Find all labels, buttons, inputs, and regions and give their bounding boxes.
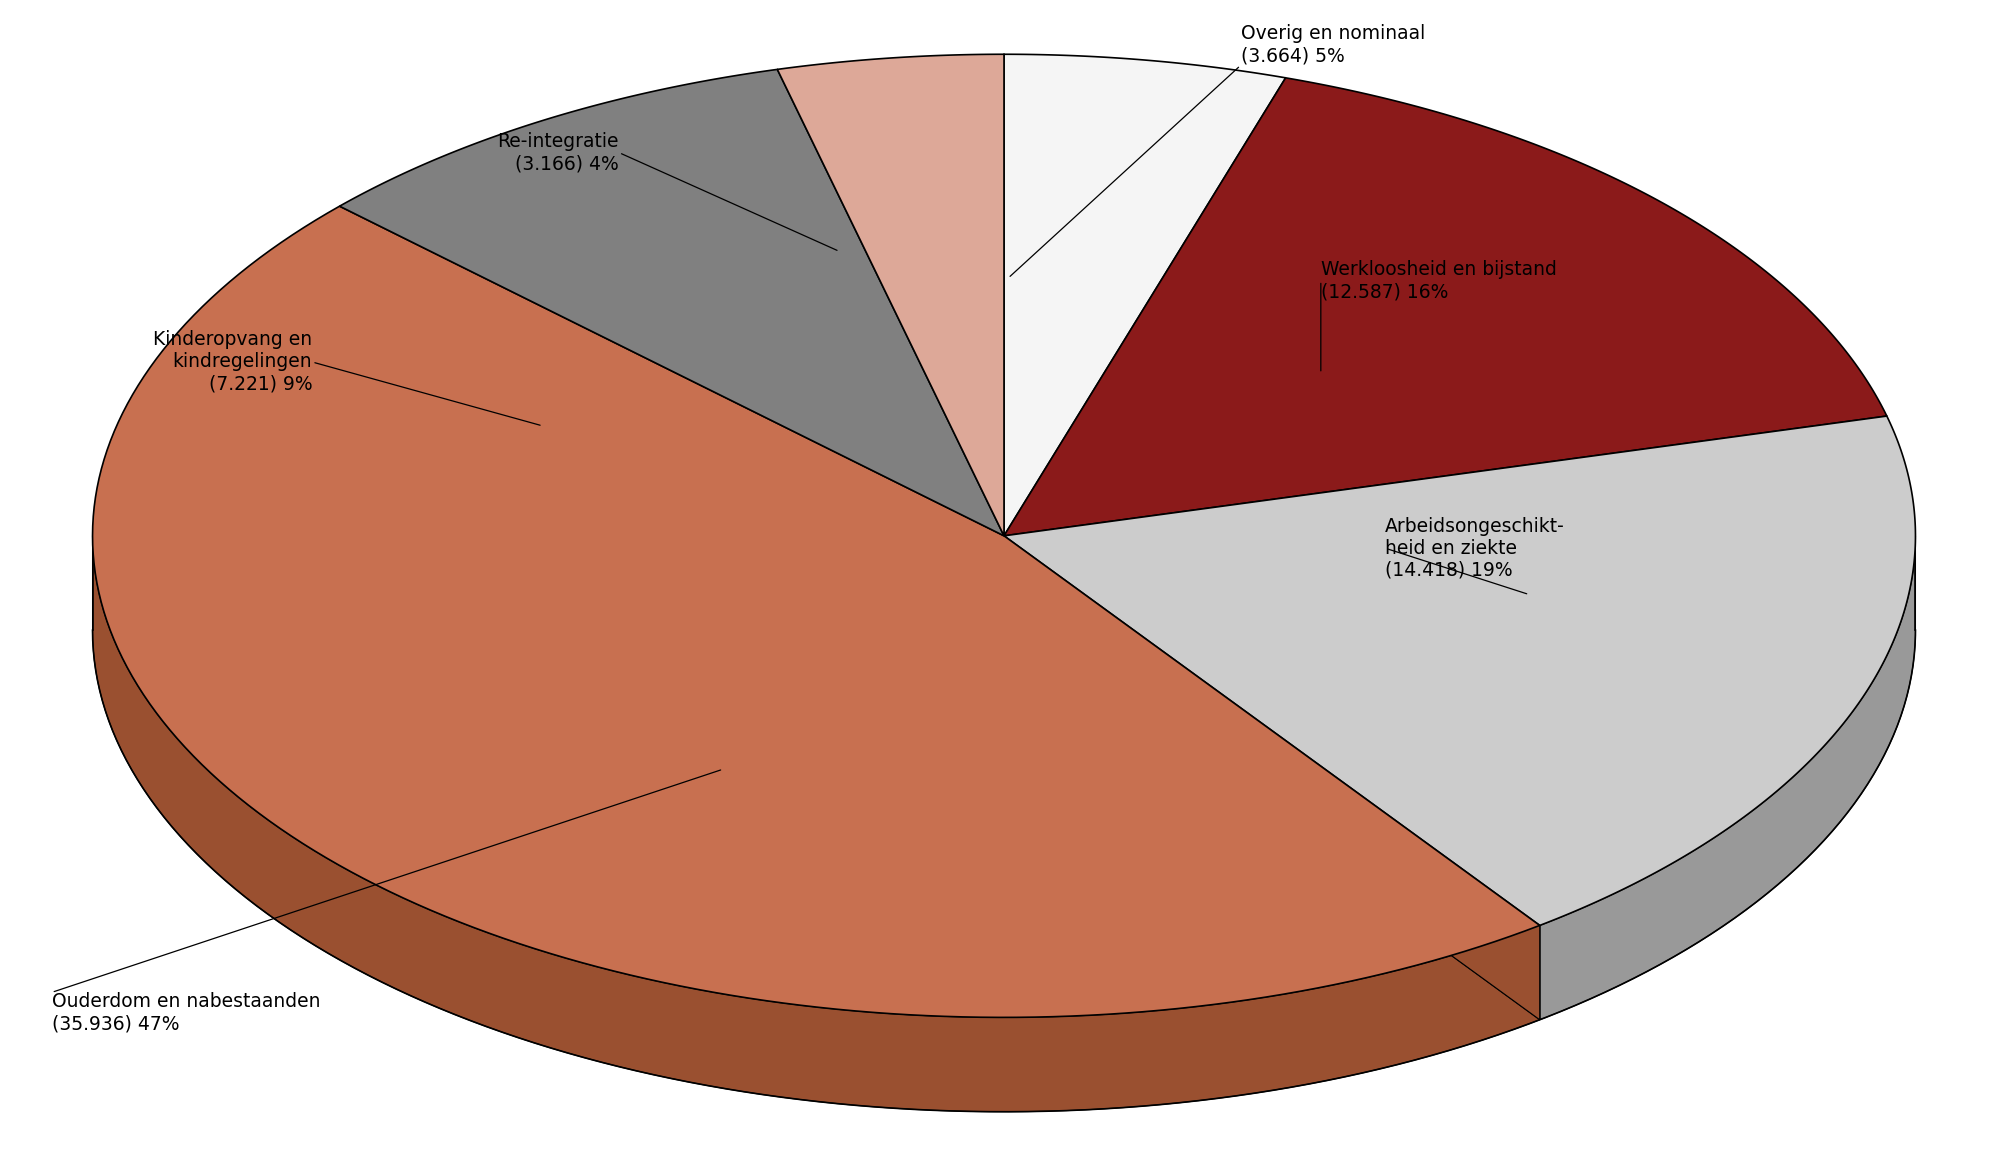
Polygon shape	[1004, 536, 1539, 1020]
Polygon shape	[92, 206, 1539, 1018]
Polygon shape	[1539, 536, 1915, 1020]
Polygon shape	[1004, 55, 1284, 536]
Polygon shape	[1004, 536, 1539, 1020]
Text: Werkloosheid en bijstand
(12.587) 16%: Werkloosheid en bijstand (12.587) 16%	[1321, 260, 1555, 301]
Polygon shape	[777, 55, 1004, 536]
Polygon shape	[1004, 416, 1915, 926]
Text: Overig en nominaal
(3.664) 5%: Overig en nominaal (3.664) 5%	[1240, 24, 1425, 65]
Text: Ouderdom en nabestaanden
(35.936) 47%: Ouderdom en nabestaanden (35.936) 47%	[52, 992, 319, 1033]
Text: Kinderopvang en
kindregelingen
(7.221) 9%: Kinderopvang en kindregelingen (7.221) 9…	[153, 330, 311, 393]
Polygon shape	[1004, 78, 1887, 536]
Text: Arbeidsongeschikt-
heid en ziekte
(14.418) 19%: Arbeidsongeschikt- heid en ziekte (14.41…	[1385, 517, 1563, 580]
Text: Re-integratie
(3.166) 4%: Re-integratie (3.166) 4%	[498, 132, 618, 173]
Polygon shape	[339, 70, 1004, 536]
Polygon shape	[92, 536, 1539, 1111]
